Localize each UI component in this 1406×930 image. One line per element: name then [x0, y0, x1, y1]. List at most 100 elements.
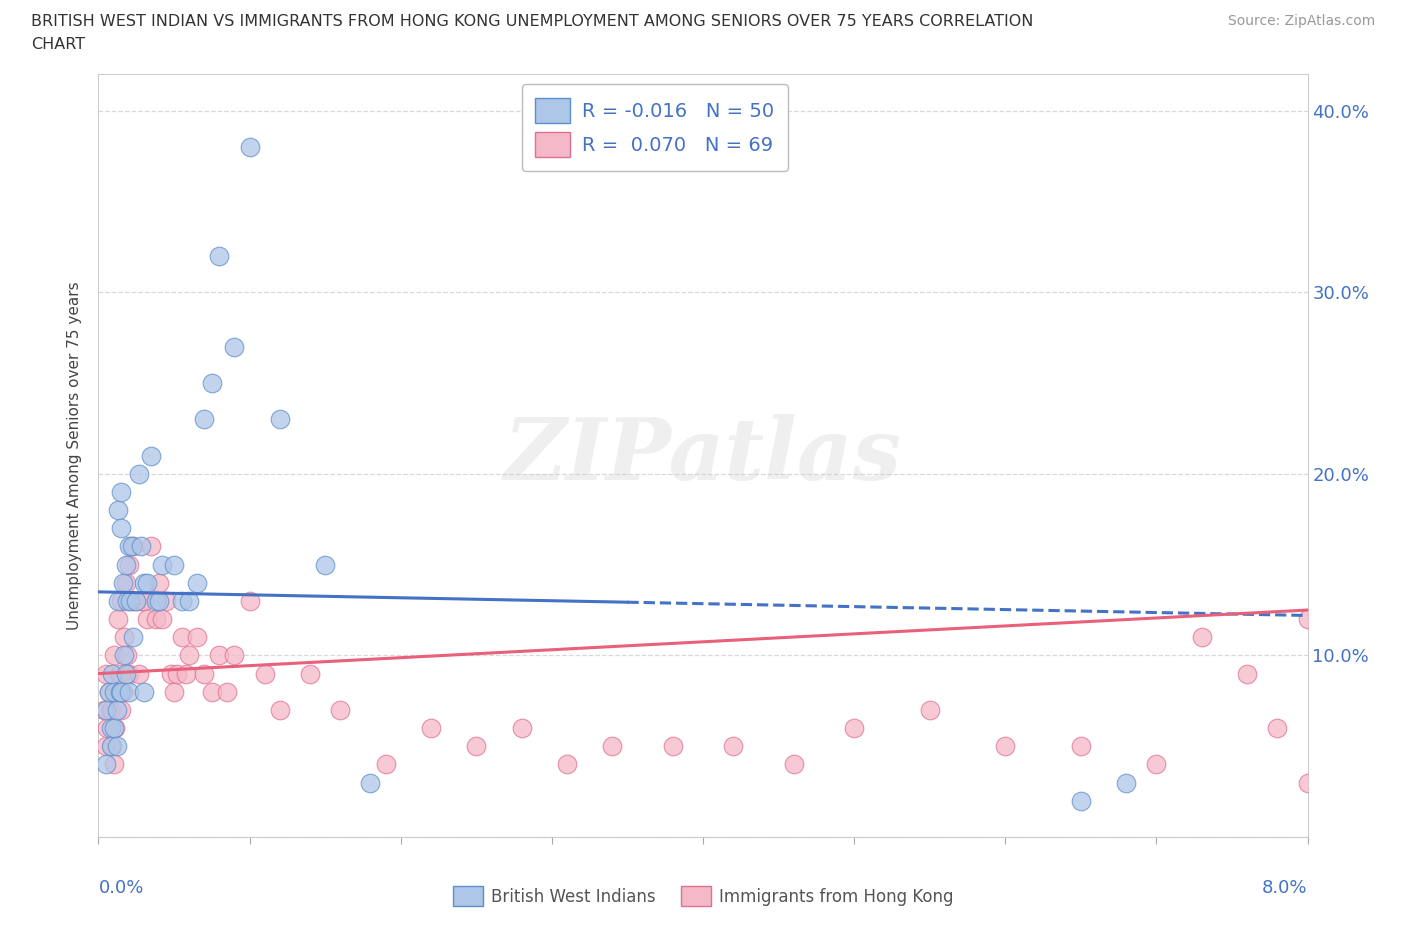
- Legend: R = -0.016   N = 50, R =  0.070   N = 69: R = -0.016 N = 50, R = 0.070 N = 69: [522, 84, 787, 171]
- Point: [101, 666, 124, 681]
- Point: [132, 576, 155, 591]
- Point: [93, 702, 115, 717]
- Point: [148, 576, 170, 591]
- Point: [108, 684, 131, 699]
- Point: [163, 684, 186, 699]
- Point: [844, 721, 866, 736]
- Point: [128, 666, 150, 681]
- Point: [253, 666, 276, 681]
- Text: BRITISH WEST INDIAN VS IMMIGRANTS FROM HONG KONG UNEMPLOYMENT AMONG SENIORS OVER: BRITISH WEST INDIAN VS IMMIGRANTS FROM H…: [31, 14, 1033, 29]
- Point: [114, 576, 136, 591]
- Text: 8.0%: 8.0%: [1263, 879, 1308, 897]
- Point: [107, 503, 129, 518]
- Point: [186, 576, 208, 591]
- Legend: British West Indians, Immigrants from Hong Kong: British West Indians, Immigrants from Ho…: [446, 880, 960, 912]
- Point: [148, 593, 170, 608]
- Point: [1191, 630, 1213, 644]
- Point: [100, 702, 122, 717]
- Point: [299, 666, 322, 681]
- Point: [201, 684, 224, 699]
- Point: [118, 684, 141, 699]
- Point: [114, 557, 136, 572]
- Point: [110, 485, 132, 499]
- Point: [201, 376, 224, 391]
- Text: Source: ZipAtlas.com: Source: ZipAtlas.com: [1227, 14, 1375, 28]
- Point: [118, 666, 141, 681]
- Point: [94, 738, 117, 753]
- Point: [115, 593, 138, 608]
- Point: [163, 557, 186, 572]
- Point: [98, 684, 121, 699]
- Point: [101, 738, 124, 753]
- Point: [135, 612, 157, 627]
- Point: [141, 539, 163, 554]
- Text: ZIPatlas: ZIPatlas: [503, 414, 903, 498]
- Point: [160, 666, 183, 681]
- Point: [193, 666, 215, 681]
- Point: [465, 738, 488, 753]
- Point: [110, 521, 132, 536]
- Point: [114, 666, 136, 681]
- Point: [122, 539, 145, 554]
- Point: [112, 648, 135, 663]
- Point: [269, 702, 291, 717]
- Point: [1070, 738, 1092, 753]
- Point: [150, 557, 173, 572]
- Y-axis label: Unemployment Among Seniors over 75 years: Unemployment Among Seniors over 75 years: [67, 282, 83, 630]
- Point: [1115, 775, 1137, 790]
- Point: [107, 593, 129, 608]
- Point: [186, 630, 208, 644]
- Point: [104, 721, 127, 736]
- Point: [100, 721, 122, 736]
- Point: [94, 757, 117, 772]
- Point: [1296, 612, 1319, 627]
- Point: [1146, 757, 1168, 772]
- Point: [208, 248, 231, 263]
- Point: [1296, 775, 1319, 790]
- Point: [166, 666, 188, 681]
- Point: [360, 775, 382, 790]
- Point: [224, 648, 246, 663]
- Point: [239, 593, 262, 608]
- Point: [107, 612, 129, 627]
- Point: [96, 721, 118, 736]
- Point: [112, 630, 135, 644]
- Point: [110, 684, 132, 699]
- Point: [111, 684, 134, 699]
- Point: [661, 738, 683, 753]
- Point: [170, 593, 193, 608]
- Point: [150, 612, 173, 627]
- Point: [129, 539, 152, 554]
- Point: [103, 648, 125, 663]
- Point: [1267, 721, 1289, 736]
- Point: [94, 666, 117, 681]
- Point: [215, 684, 238, 699]
- Point: [128, 467, 150, 482]
- Point: [510, 721, 533, 736]
- Point: [782, 757, 804, 772]
- Point: [108, 666, 131, 681]
- Point: [105, 684, 128, 699]
- Text: CHART: CHART: [31, 37, 84, 52]
- Point: [115, 648, 138, 663]
- Point: [329, 702, 352, 717]
- Point: [100, 738, 122, 753]
- Point: [103, 721, 125, 736]
- Point: [110, 593, 132, 608]
- Point: [121, 539, 143, 554]
- Point: [103, 757, 125, 772]
- Point: [103, 684, 125, 699]
- Point: [155, 593, 177, 608]
- Point: [98, 684, 121, 699]
- Text: 0.0%: 0.0%: [98, 879, 143, 897]
- Point: [141, 448, 163, 463]
- Point: [110, 702, 132, 717]
- Point: [602, 738, 624, 753]
- Point: [118, 557, 141, 572]
- Point: [179, 648, 201, 663]
- Point: [374, 757, 396, 772]
- Point: [118, 539, 141, 554]
- Point: [145, 612, 167, 627]
- Point: [122, 630, 145, 644]
- Point: [555, 757, 578, 772]
